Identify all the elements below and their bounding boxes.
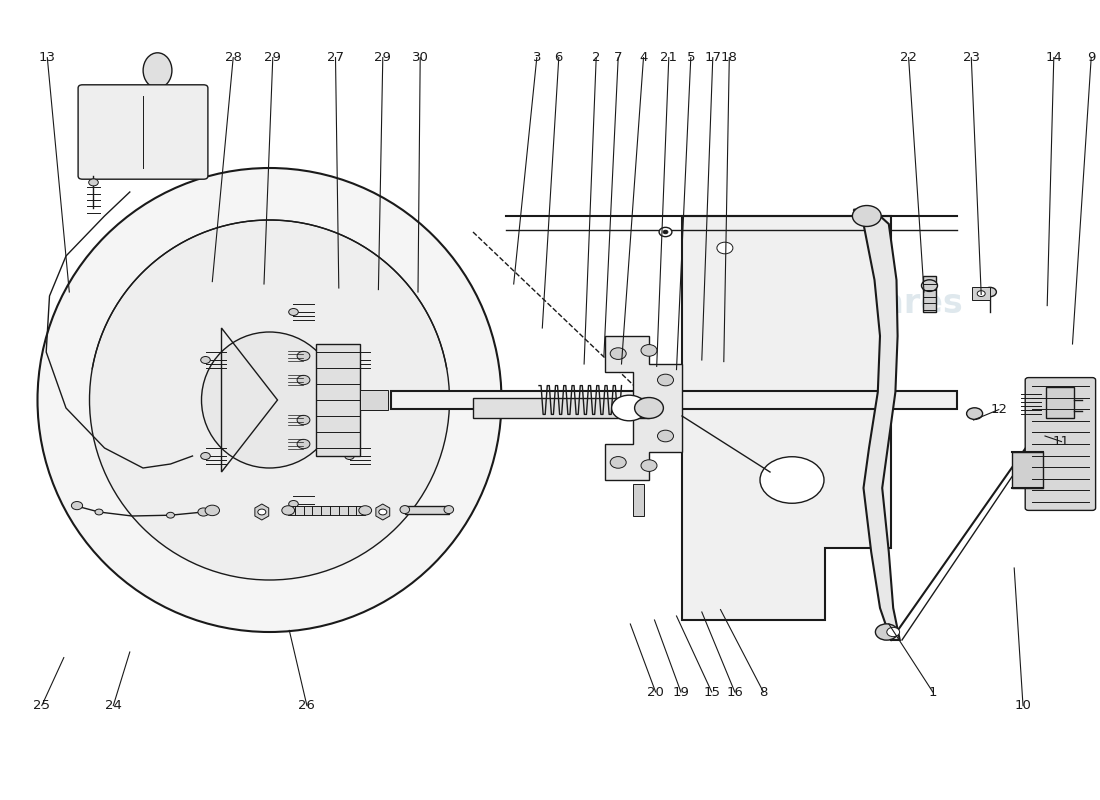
Circle shape	[610, 457, 626, 468]
Circle shape	[297, 351, 310, 361]
Circle shape	[297, 439, 310, 449]
Text: 29: 29	[264, 51, 282, 64]
Text: 12: 12	[990, 403, 1008, 416]
Circle shape	[876, 624, 898, 640]
Circle shape	[297, 415, 310, 425]
Text: eurospares: eurospares	[499, 383, 711, 417]
Ellipse shape	[444, 506, 453, 514]
Circle shape	[983, 287, 997, 297]
Circle shape	[977, 290, 986, 297]
Bar	[288, 506, 365, 515]
Text: eurospares: eurospares	[752, 287, 964, 321]
Text: 30: 30	[411, 51, 429, 64]
Circle shape	[610, 348, 626, 359]
Text: 27: 27	[327, 51, 344, 64]
Text: 14: 14	[1045, 51, 1063, 64]
Bar	[923, 276, 936, 312]
Text: 19: 19	[672, 686, 690, 698]
Polygon shape	[854, 210, 900, 640]
Text: 10: 10	[1014, 699, 1032, 712]
Circle shape	[658, 430, 673, 442]
Text: 9: 9	[1087, 51, 1096, 64]
Circle shape	[297, 375, 310, 385]
Bar	[1046, 387, 1074, 418]
Circle shape	[95, 509, 103, 515]
Text: 22: 22	[900, 51, 917, 64]
Circle shape	[200, 357, 210, 363]
Text: 17: 17	[704, 51, 722, 64]
Text: 1: 1	[928, 686, 937, 698]
Circle shape	[257, 509, 266, 515]
Circle shape	[612, 395, 647, 421]
Circle shape	[663, 230, 668, 234]
Circle shape	[378, 509, 387, 515]
Polygon shape	[255, 504, 268, 520]
Circle shape	[635, 398, 663, 418]
Text: 24: 24	[104, 699, 122, 712]
Text: eurospares: eurospares	[125, 287, 337, 321]
Circle shape	[166, 512, 175, 518]
FancyBboxPatch shape	[1025, 378, 1096, 510]
Circle shape	[288, 501, 298, 507]
Ellipse shape	[400, 506, 409, 514]
Text: 21: 21	[660, 51, 678, 64]
Bar	[632, 484, 644, 516]
Circle shape	[641, 460, 657, 471]
Bar	[405, 506, 449, 514]
Circle shape	[288, 309, 298, 315]
Text: 28: 28	[224, 51, 242, 64]
Circle shape	[967, 408, 982, 419]
Text: 16: 16	[726, 686, 744, 698]
Bar	[360, 390, 387, 410]
Circle shape	[72, 502, 82, 510]
Circle shape	[760, 457, 824, 503]
Polygon shape	[605, 336, 682, 480]
Circle shape	[200, 453, 210, 459]
Text: 15: 15	[703, 686, 720, 698]
Text: 23: 23	[962, 51, 980, 64]
Circle shape	[344, 453, 354, 459]
Ellipse shape	[37, 168, 502, 632]
Text: 11: 11	[1053, 435, 1070, 448]
Circle shape	[282, 506, 295, 515]
Polygon shape	[682, 216, 891, 620]
Text: 26: 26	[298, 699, 316, 712]
Text: 5: 5	[686, 51, 695, 64]
Bar	[1012, 452, 1043, 488]
Circle shape	[359, 506, 372, 515]
Circle shape	[887, 627, 900, 637]
Ellipse shape	[143, 53, 172, 88]
Ellipse shape	[201, 332, 338, 468]
Circle shape	[205, 505, 220, 516]
Text: 13: 13	[39, 51, 56, 64]
Text: 3: 3	[532, 51, 541, 64]
Circle shape	[852, 206, 881, 226]
Bar	[390, 391, 957, 409]
Bar	[972, 287, 990, 300]
Circle shape	[659, 227, 672, 237]
Text: 29: 29	[374, 51, 392, 64]
Text: 6: 6	[554, 51, 563, 64]
Bar	[473, 398, 649, 418]
Circle shape	[922, 280, 937, 291]
Text: 8: 8	[759, 686, 768, 698]
Text: 2: 2	[592, 51, 601, 64]
Circle shape	[89, 179, 98, 186]
Bar	[316, 344, 360, 456]
Polygon shape	[376, 504, 389, 520]
FancyBboxPatch shape	[78, 85, 208, 179]
Ellipse shape	[89, 220, 450, 580]
Circle shape	[198, 508, 209, 516]
Text: 4: 4	[639, 51, 648, 64]
Circle shape	[344, 357, 354, 363]
Text: 20: 20	[647, 686, 664, 698]
Text: 7: 7	[614, 51, 623, 64]
Circle shape	[658, 374, 673, 386]
Text: 25: 25	[33, 699, 51, 712]
Circle shape	[641, 345, 657, 356]
Text: 18: 18	[720, 51, 738, 64]
Circle shape	[717, 242, 733, 254]
